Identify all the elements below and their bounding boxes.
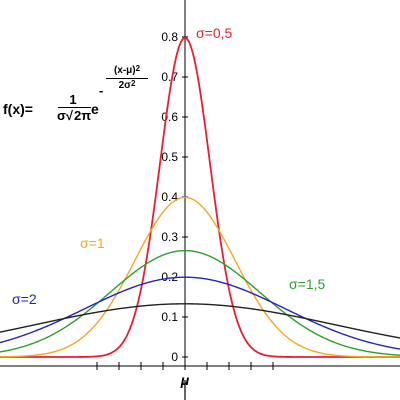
y-tick-label: 0.3 [161, 230, 178, 244]
series-label: σ=2 [12, 291, 37, 307]
curves [0, 36, 400, 358]
series-curve [0, 196, 400, 358]
formula-exponent-denominator: 2σ2 [105, 79, 149, 93]
y-axis: 00.10.20.30.40.50.60.70.8 [161, 0, 188, 366]
formula-coefficient-numerator: 1 [69, 92, 77, 107]
formula-sqrt-sign: √ [65, 108, 74, 123]
formula-sigma: σ [57, 108, 66, 123]
y-tick-label: 0.1 [161, 310, 178, 324]
y-tick-label: 0.7 [161, 70, 178, 84]
series-curve [0, 249, 400, 356]
series-labels: σ=0,5 σ=1 σ=1,5 σ=2 [12, 25, 325, 307]
formula-exponent-numerator-base: (x-μ) [113, 65, 136, 76]
x-axis [0, 362, 400, 400]
series-curve [0, 303, 400, 339]
formula-exponent-bar [106, 78, 148, 79]
formula-lhs: f(x)= [3, 101, 33, 117]
series-curve [0, 36, 400, 358]
normal-density-formula: f(x)= 1 σ√2π e - (x-μ)2 2σ2 [3, 64, 173, 144]
series-label: σ=1 [80, 235, 105, 251]
y-tick-label: 0 [171, 350, 178, 364]
formula-exponent-numerator: (x-μ)2 [105, 64, 149, 78]
formula-base: e [91, 101, 99, 117]
formula-exponent-denominator-base: 2σ [118, 80, 131, 91]
formula-coefficient: 1 σ√2π [57, 92, 92, 124]
formula-exponent-numerator-power: 2 [135, 64, 141, 73]
x-axis-label: μ [180, 372, 190, 388]
series-label: σ=0,5 [196, 25, 232, 41]
series-label: σ=1,5 [289, 276, 325, 292]
formula-exponent: (x-μ)2 2σ2 [105, 64, 149, 93]
series-curve [0, 276, 400, 350]
formula-fraction-bar [58, 107, 88, 108]
y-tick-label: 0.2 [161, 270, 178, 284]
y-tick-label: 0.4 [161, 190, 178, 204]
formula-radicand: 2π [73, 107, 92, 123]
formula-exponent-denominator-power: 2 [130, 79, 136, 88]
y-tick-label: 0.5 [161, 150, 178, 164]
y-tick-label: 0.8 [161, 30, 178, 44]
formula-coefficient-denominator: σ√2π [57, 107, 92, 124]
formula-exponent-sign: - [99, 83, 104, 98]
